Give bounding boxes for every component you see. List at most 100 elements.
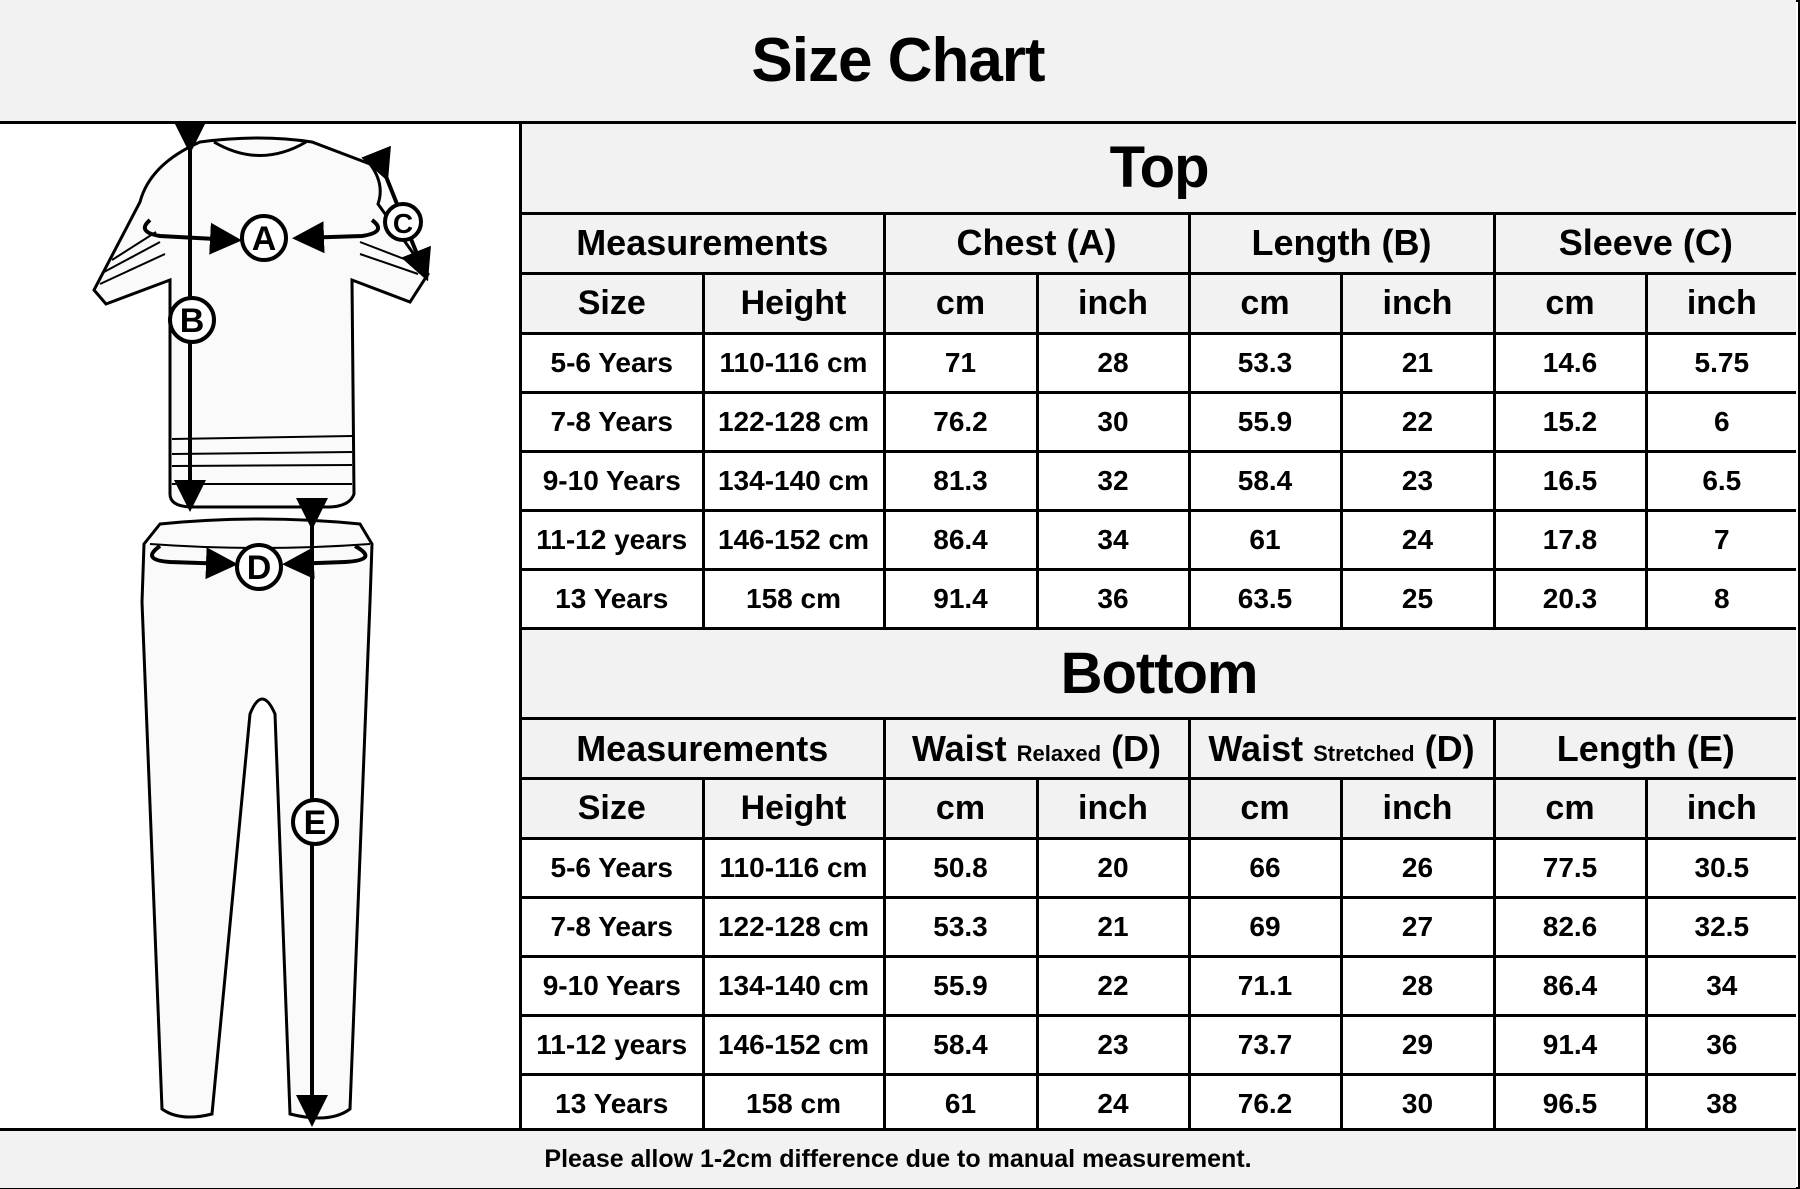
bottom-group-header: Measurements bbox=[522, 717, 886, 780]
garment-illustration: A B C D E bbox=[92, 124, 431, 1127]
table-cell: 38 bbox=[1644, 1073, 1797, 1135]
table-cell: 23 bbox=[1339, 449, 1496, 512]
table-row: 9-10 Years 134-140 cm 81.3 32 58.4 23 16.5 6.5 bbox=[522, 449, 1797, 512]
label-e: E bbox=[304, 804, 327, 842]
table-cell: 6 bbox=[1644, 390, 1797, 453]
top-group-header: Measurements bbox=[522, 211, 886, 275]
table-cell: 110-116 cm bbox=[701, 331, 886, 394]
table-cell: 23 bbox=[1035, 1014, 1191, 1076]
bottom-group-header: Length (E) bbox=[1492, 717, 1797, 780]
table-cell: 13 Years bbox=[522, 1073, 705, 1135]
table-cell: 61 bbox=[882, 1073, 1039, 1135]
table-cell: 146-152 cm bbox=[701, 508, 886, 571]
table-cell: 34 bbox=[1035, 508, 1191, 571]
label-d-circle bbox=[235, 543, 283, 591]
table-cell: 26 bbox=[1339, 837, 1496, 899]
bottom-subheader: inch bbox=[1644, 777, 1797, 840]
label-c-circle bbox=[383, 202, 423, 242]
table-cell: 50.8 bbox=[882, 837, 1039, 899]
table-cell: 24 bbox=[1339, 508, 1496, 571]
table-cell: 122-128 cm bbox=[701, 896, 886, 958]
table-cell: 30.5 bbox=[1644, 837, 1797, 899]
table-cell: 22 bbox=[1035, 955, 1191, 1017]
label-circles bbox=[168, 202, 423, 846]
table-row: 5-6 Years 110-116 cm 50.8 20 66 26 77.5 30.5 bbox=[522, 837, 1797, 899]
table-cell: 14.6 bbox=[1492, 331, 1648, 394]
label-d: D bbox=[247, 549, 272, 587]
bottom-subheader: inch bbox=[1035, 777, 1191, 840]
table-cell: 77.5 bbox=[1492, 837, 1648, 899]
table-cell: 96.5 bbox=[1492, 1073, 1648, 1135]
table-row: 9-10 Years 134-140 cm 55.9 22 71.1 28 86.4 34 bbox=[522, 955, 1797, 1017]
table-cell: 86.4 bbox=[882, 508, 1039, 571]
table-cell: 69 bbox=[1187, 896, 1343, 958]
table-cell: 21 bbox=[1339, 331, 1496, 394]
table-cell: 22 bbox=[1339, 390, 1496, 453]
table-cell: 36 bbox=[1035, 567, 1191, 630]
page-title: Size Chart bbox=[0, 0, 1796, 124]
table-row: 13 Years 158 cm 91.4 36 63.5 25 20.3 8 bbox=[522, 567, 1797, 630]
table-cell: 63.5 bbox=[1187, 567, 1343, 630]
table-cell: 34 bbox=[1644, 955, 1797, 1017]
table-cell: 6.5 bbox=[1644, 449, 1797, 512]
table-cell: 73.7 bbox=[1187, 1014, 1343, 1076]
bottom-subheader: cm bbox=[1492, 777, 1648, 840]
table-cell: 11-12 years bbox=[522, 508, 705, 571]
table-cell: 28 bbox=[1035, 331, 1191, 394]
table-cell: 5.75 bbox=[1644, 331, 1797, 394]
table-row: 11-12 years 146-152 cm 86.4 34 61 24 17.8 7 bbox=[522, 508, 1797, 571]
top-subheader: cm bbox=[882, 271, 1039, 335]
table-cell: 9-10 Years bbox=[522, 955, 705, 1017]
table-cell: 134-140 cm bbox=[701, 955, 886, 1017]
table-cell: 28 bbox=[1339, 955, 1496, 1017]
top-group-header: Length (B) bbox=[1187, 211, 1496, 275]
table-cell: 16.5 bbox=[1492, 449, 1648, 512]
bottom-subheader: inch bbox=[1339, 777, 1496, 840]
top-section-title: Top bbox=[522, 124, 1797, 215]
top-subheader: inch bbox=[1035, 271, 1191, 335]
table-cell: 134-140 cm bbox=[701, 449, 886, 512]
table-cell: 91.4 bbox=[1492, 1014, 1648, 1076]
footer-note: Please allow 1-2cm difference due to man… bbox=[0, 1128, 1796, 1188]
table-cell: 36 bbox=[1644, 1014, 1797, 1076]
table-cell: 8 bbox=[1644, 567, 1797, 630]
table-cell: 86.4 bbox=[1492, 955, 1648, 1017]
table-cell: 55.9 bbox=[1187, 390, 1343, 453]
top-subheader: cm bbox=[1492, 271, 1648, 335]
bottom-subheader: cm bbox=[882, 777, 1039, 840]
bottom-subheader: Size bbox=[522, 777, 705, 840]
table-cell: 30 bbox=[1339, 1073, 1496, 1135]
table-cell: 17.8 bbox=[1492, 508, 1648, 571]
bottom-size-table: Bottom Measurements Waist Relaxed (D) Wa… bbox=[522, 629, 1797, 1135]
table-cell: 91.4 bbox=[882, 567, 1039, 630]
top-size-table: Top Measurements Chest (A) Length (B) Sl… bbox=[522, 124, 1797, 630]
bottom-section-title: Bottom bbox=[522, 629, 1797, 720]
table-cell: 25 bbox=[1339, 567, 1496, 630]
table-cell: 29 bbox=[1339, 1014, 1496, 1076]
table-cell: 11-12 years bbox=[522, 1014, 705, 1076]
table-cell: 110-116 cm bbox=[701, 837, 886, 899]
table-cell: 61 bbox=[1187, 508, 1343, 571]
table-cell: 81.3 bbox=[882, 449, 1039, 512]
table-cell: 5-6 Years bbox=[522, 837, 705, 899]
table-cell: 5-6 Years bbox=[522, 331, 705, 394]
garment-diagram: A B C D E bbox=[0, 124, 522, 1128]
label-e-circle bbox=[291, 798, 339, 846]
table-cell: 58.4 bbox=[882, 1014, 1039, 1076]
table-cell: 27 bbox=[1339, 896, 1496, 958]
table-row: 11-12 years 146-152 cm 58.4 23 73.7 29 91.4 36 bbox=[522, 1014, 1797, 1076]
table-cell: 146-152 cm bbox=[701, 1014, 886, 1076]
table-cell: 7-8 Years bbox=[522, 390, 705, 453]
label-b: B bbox=[180, 302, 205, 340]
table-cell: 21 bbox=[1035, 896, 1191, 958]
table-cell: 58.4 bbox=[1187, 449, 1343, 512]
table-cell: 76.2 bbox=[1187, 1073, 1343, 1135]
table-cell: 32 bbox=[1035, 449, 1191, 512]
table-cell: 82.6 bbox=[1492, 896, 1648, 958]
table-cell: 7-8 Years bbox=[522, 896, 705, 958]
top-subheader: inch bbox=[1339, 271, 1496, 335]
table-cell: 158 cm bbox=[701, 1073, 886, 1135]
table-cell: 24 bbox=[1035, 1073, 1191, 1135]
table-cell: 53.3 bbox=[882, 896, 1039, 958]
size-tables: Top Measurements Chest (A) Length (B) Sl… bbox=[522, 124, 1797, 1135]
